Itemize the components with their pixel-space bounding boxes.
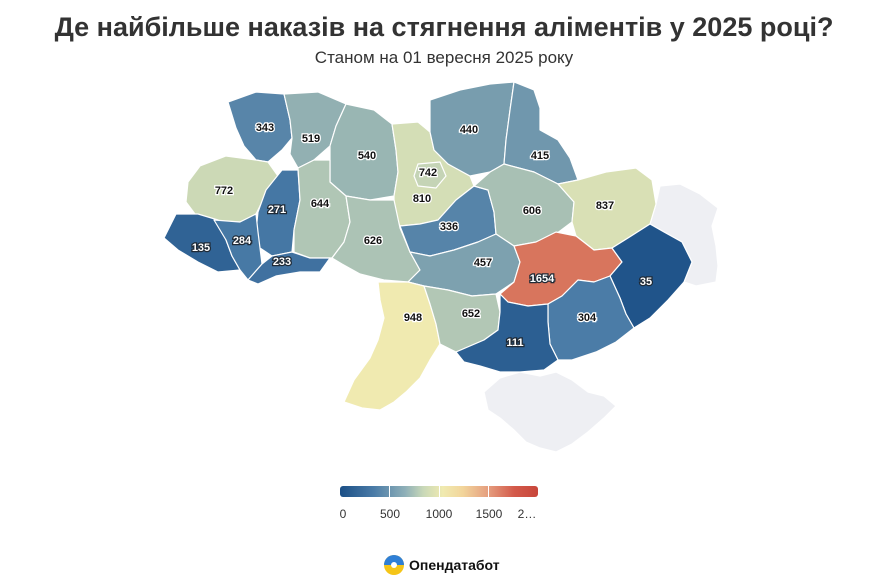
region-value-label-kherson: 111 bbox=[506, 337, 523, 349]
region-value-label-ternopil: 271 bbox=[268, 204, 286, 216]
region-value-label-dnipropetrovsk: 1654 bbox=[530, 273, 555, 285]
region-value-label-mykolaiv: 652 bbox=[462, 308, 480, 320]
map-subtitle: Станом на 01 вересня 2025 року bbox=[314, 48, 574, 67]
legend-tick-label: 0 bbox=[339, 507, 347, 521]
region-volyn[interactable] bbox=[227, 91, 293, 163]
color-legend: 0 500 1000 1500 2… bbox=[340, 486, 540, 522]
region-value-label-rivne: 519 bbox=[302, 133, 320, 145]
legend-tick-mark bbox=[488, 486, 489, 497]
region-kyiv-city[interactable] bbox=[413, 161, 447, 189]
region-value-label-kyiv-oblast: 810 bbox=[413, 193, 431, 205]
region-value-label-zaporizhzhia: 304 bbox=[578, 312, 597, 324]
region-value-label-volyn: 343 bbox=[256, 122, 274, 134]
region-odesa[interactable] bbox=[343, 281, 441, 411]
region-value-label-odesa: 948 bbox=[404, 312, 422, 324]
map-title: Де найбільше наказів на стягнення алімен… bbox=[54, 12, 834, 42]
legend-tick-label: 1000 bbox=[425, 507, 453, 521]
region-value-label-cherkasy: 336 bbox=[440, 221, 458, 233]
region-value-label-kirovohrad: 457 bbox=[474, 257, 492, 269]
region-crimea[interactable] bbox=[483, 371, 617, 453]
region-value-label-sumy: 415 bbox=[531, 150, 549, 162]
region-value-label-zakarpattia: 135 bbox=[192, 242, 210, 254]
opendatabot-logo-icon bbox=[383, 554, 405, 576]
legend-tick-label: 500 bbox=[379, 507, 401, 521]
region-vinnytsia[interactable] bbox=[331, 195, 421, 283]
region-value-label-poltava: 606 bbox=[523, 205, 541, 217]
legend-tick-label: 2… bbox=[517, 507, 537, 521]
region-value-label-lviv: 772 bbox=[215, 185, 233, 197]
region-chernivtsi[interactable] bbox=[247, 251, 331, 285]
region-value-label-kyiv-city: 742 bbox=[419, 167, 437, 179]
region-poltava[interactable] bbox=[473, 163, 575, 247]
brand-name: Опендатабот bbox=[409, 557, 500, 573]
legend-tick-mark bbox=[439, 486, 440, 497]
region-value-label-ivano-frankivsk: 284 bbox=[233, 235, 252, 247]
region-value-label-chernihiv: 440 bbox=[460, 124, 478, 136]
region-value-label-vinnytsia: 626 bbox=[364, 235, 382, 247]
region-value-label-donetsk: 35 bbox=[640, 276, 652, 288]
legend-tick-mark bbox=[389, 486, 390, 497]
region-value-label-chernivtsi: 233 bbox=[273, 256, 291, 268]
region-value-label-kharkiv: 837 bbox=[596, 200, 614, 212]
region-value-label-zhytomyr: 540 bbox=[358, 150, 376, 162]
opendatabot-brand: Опендатабот bbox=[383, 554, 500, 576]
region-kherson[interactable] bbox=[455, 293, 559, 373]
legend-tick-label: 1500 bbox=[475, 507, 503, 521]
region-value-label-khmelnytskyi: 644 bbox=[311, 198, 330, 210]
